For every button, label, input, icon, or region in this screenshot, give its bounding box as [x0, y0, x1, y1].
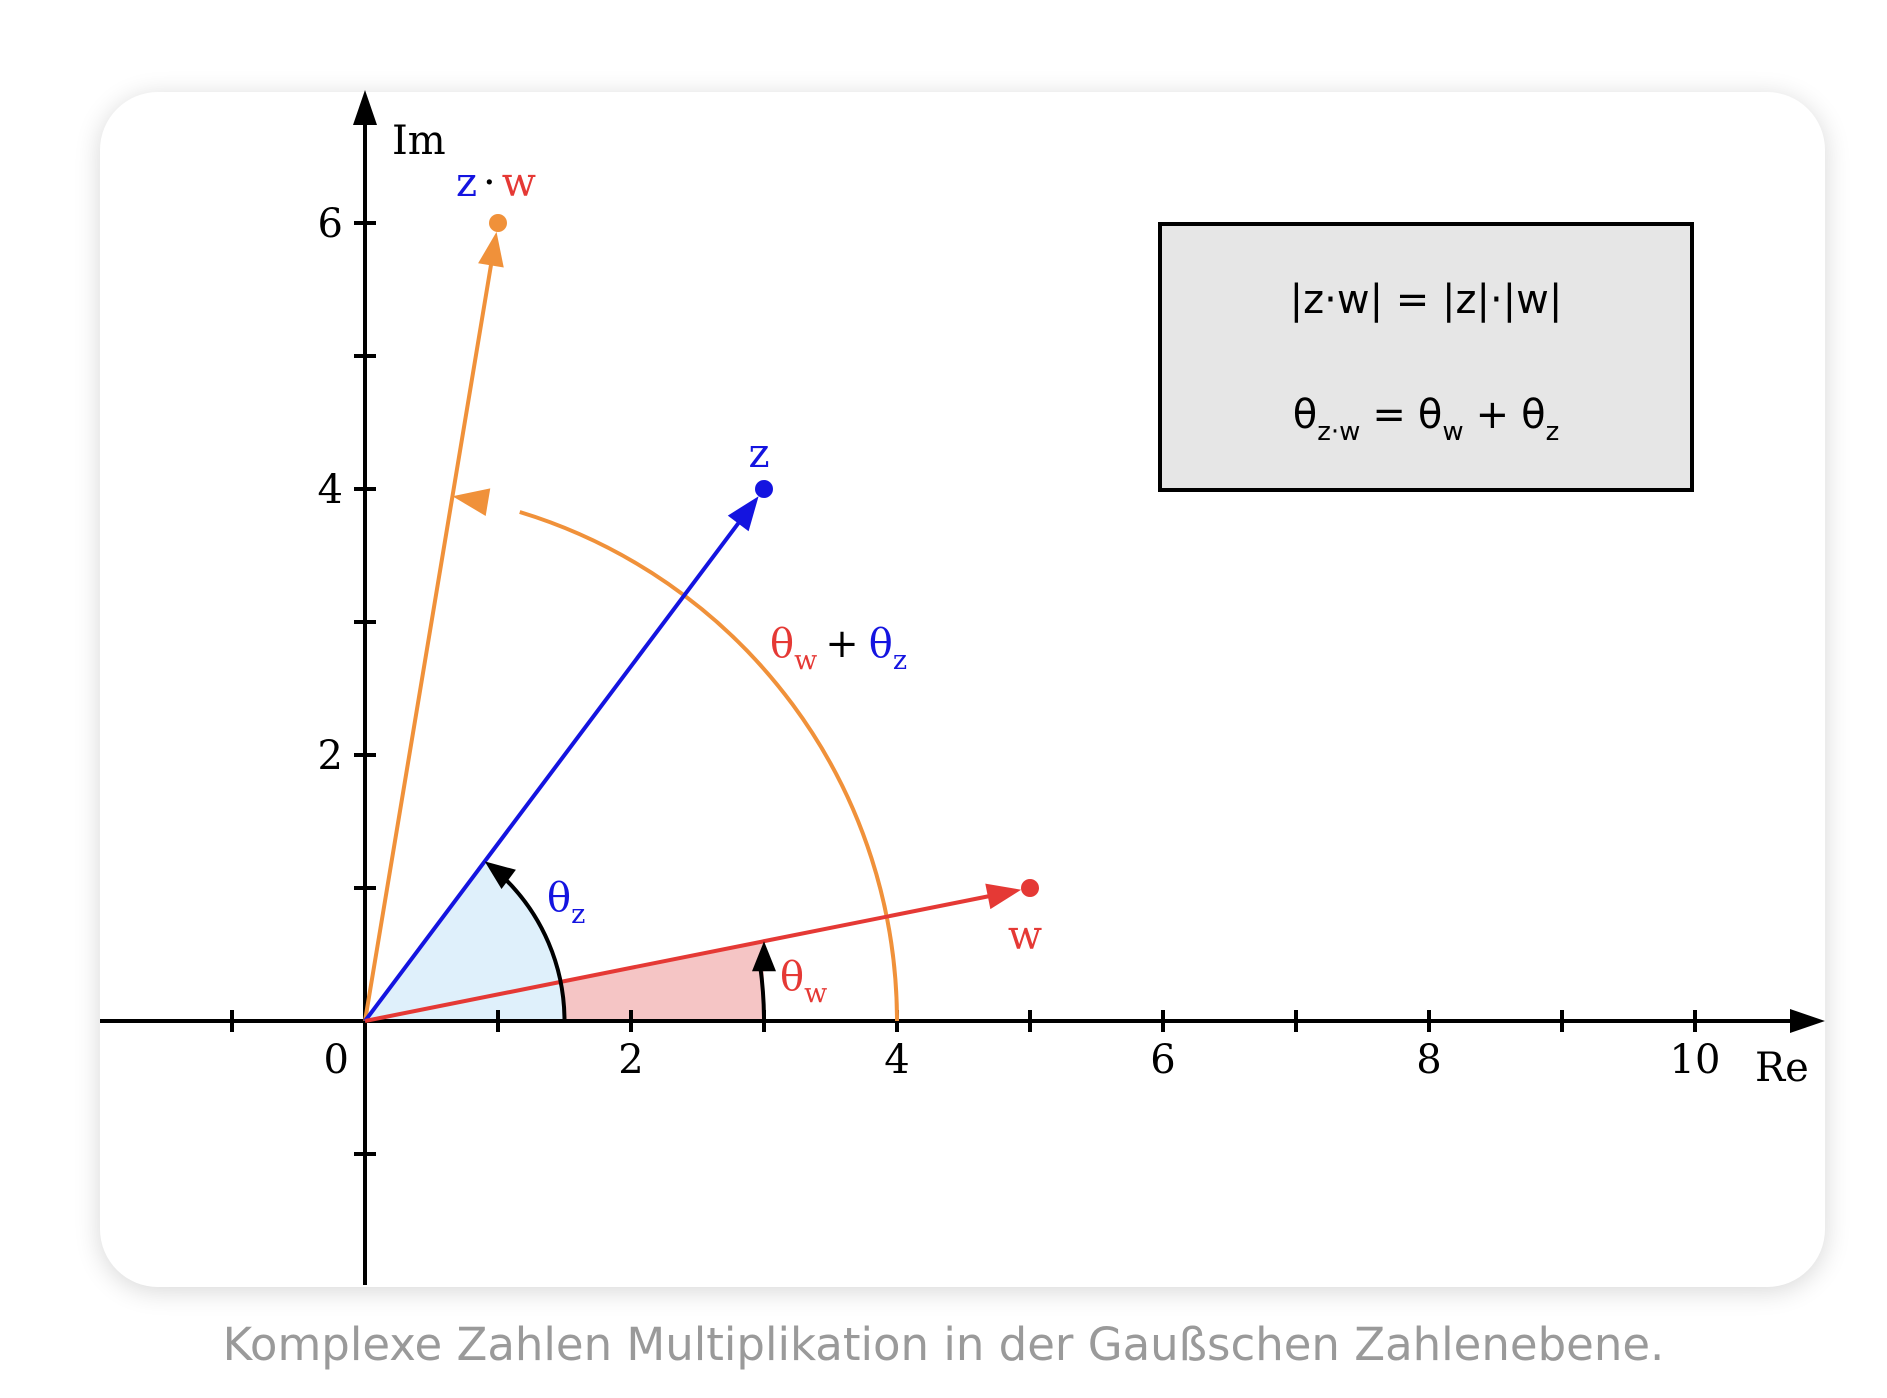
y-axis-tick-labels: 2 4 6 [318, 201, 343, 779]
y-tick-label: 2 [318, 733, 343, 779]
point-w [1021, 879, 1039, 897]
label-theta-w: θw [780, 954, 827, 1009]
theta-z-wedge [365, 861, 565, 1021]
x-tick-label: 2 [618, 1037, 643, 1083]
vector-w-arrowhead [985, 883, 1022, 910]
label-theta-z: θz [547, 875, 585, 930]
y-axis-ticks [354, 221, 376, 1156]
imaginary-axis-label: Im [392, 118, 446, 164]
formula-modulus: |z·w| = |z|·|w| [1290, 277, 1563, 323]
point-zw [489, 214, 507, 232]
label-z: z [748, 431, 769, 477]
imaginary-axis-arrowhead [353, 90, 377, 125]
y-tick-label: 4 [318, 467, 343, 513]
theta-sum-arrowhead [452, 488, 491, 516]
y-tick-label: 6 [318, 201, 343, 247]
real-axis-arrowhead [1790, 1009, 1825, 1033]
x-tick-label: 8 [1416, 1037, 1441, 1083]
real-axis-label: Re [1755, 1045, 1809, 1091]
formula-box-frame [1158, 222, 1694, 492]
formula-argument: θz·w = θw + θz [1293, 392, 1560, 447]
label-zw: z · w [456, 160, 536, 206]
vector-z [363, 519, 743, 1023]
vector-zw [363, 261, 494, 1022]
figure-caption: Komplexe Zahlen Multiplikation in der Ga… [222, 1318, 1665, 1371]
origin-label: 0 [324, 1037, 349, 1083]
x-axis-tick-labels: 2 4 6 8 10 [618, 1037, 1720, 1083]
formula-box: |z·w| = |z|·|w| θz·w = θw + θz [1158, 222, 1694, 492]
vector-z-arrowhead [727, 496, 759, 532]
theta-w-wedge [560, 941, 764, 1021]
theta-w-arrowhead [752, 941, 776, 972]
point-z [755, 480, 773, 498]
label-w: w [1008, 913, 1042, 959]
vector-w [364, 893, 993, 1023]
x-tick-label: 4 [884, 1037, 909, 1083]
theta-z-arc [501, 875, 567, 1022]
label-theta-sum: θw + θz [770, 621, 907, 676]
theta-z-arrowhead [484, 861, 516, 889]
theta-sum-arc [519, 510, 899, 1022]
x-tick-label: 10 [1670, 1037, 1721, 1083]
x-tick-label: 6 [1150, 1037, 1175, 1083]
vector-zw-arrowhead [478, 231, 504, 268]
